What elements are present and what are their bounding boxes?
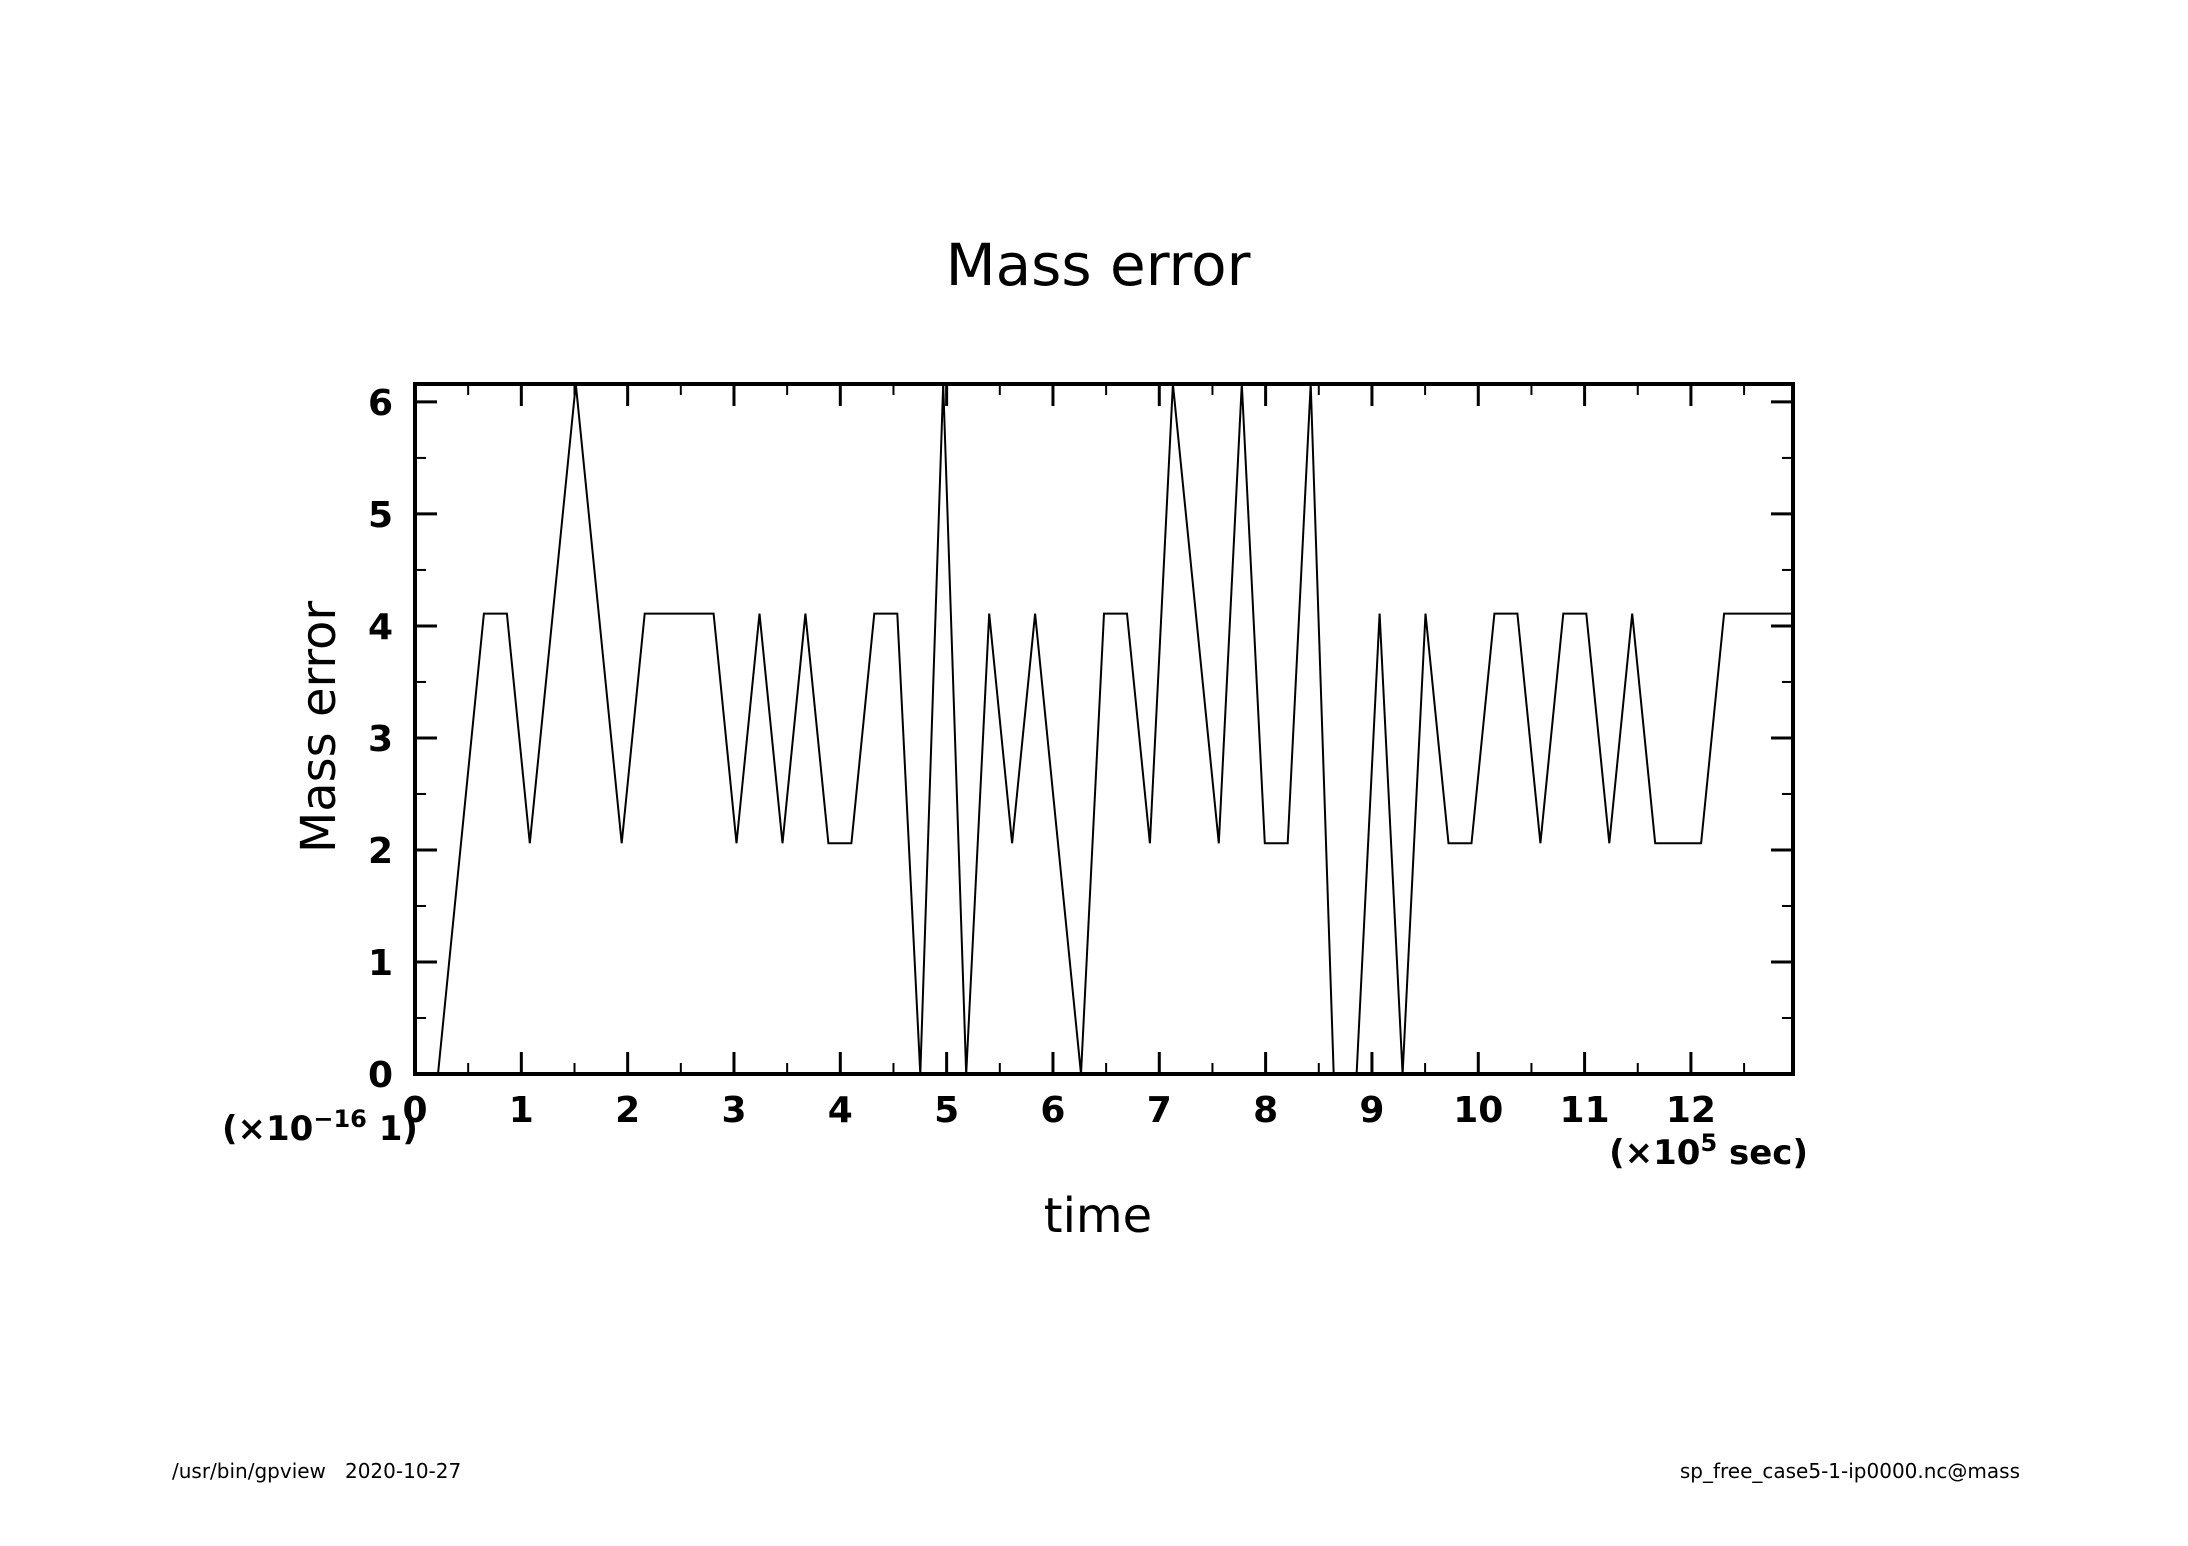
y-tick-label: 0 xyxy=(368,1055,393,1096)
axes xyxy=(413,382,1795,1076)
x-axis-label: time xyxy=(1044,1188,1152,1244)
x-tick-label: 3 xyxy=(721,1090,746,1131)
y-tick-label: 4 xyxy=(368,607,393,648)
x-tick-label: 6 xyxy=(1040,1090,1065,1131)
plot-frame xyxy=(413,382,1795,1076)
y-tick-label: 1 xyxy=(368,943,393,984)
x-tick-label: 7 xyxy=(1147,1090,1172,1131)
y-tick-label: 2 xyxy=(368,831,393,872)
x-tick-label: 2 xyxy=(615,1090,640,1131)
chart-title: Mass error xyxy=(946,231,1251,299)
x-tick-label: 12 xyxy=(1666,1090,1716,1131)
x-scale-note: (×105 sec) xyxy=(1609,1129,1808,1173)
y-axis-label: Mass error xyxy=(291,601,347,854)
x-tick-label: 1 xyxy=(509,1090,534,1131)
y-tick-label: 5 xyxy=(368,495,393,536)
x-tick-label: 10 xyxy=(1453,1090,1503,1131)
footer-left: /usr/bin/gpview 2020-10-27 xyxy=(172,1459,462,1483)
x-tick-label: 8 xyxy=(1253,1090,1278,1131)
footer-right: sp_free_case5-1-ip0000.nc@mass xyxy=(1679,1459,2020,1483)
y-tick-label: 3 xyxy=(368,719,393,760)
x-tick-label: 9 xyxy=(1359,1090,1384,1131)
y-scale-note: (×10−16 1) xyxy=(222,1105,418,1149)
x-tick-label: 5 xyxy=(934,1090,959,1131)
series-line xyxy=(415,383,1793,1075)
ticks xyxy=(413,384,1793,1076)
x-tick-label: 0 xyxy=(402,1090,427,1131)
y-tick-label: 6 xyxy=(368,383,393,424)
x-tick-label: 11 xyxy=(1560,1090,1610,1131)
x-tick-label: 4 xyxy=(828,1090,853,1131)
